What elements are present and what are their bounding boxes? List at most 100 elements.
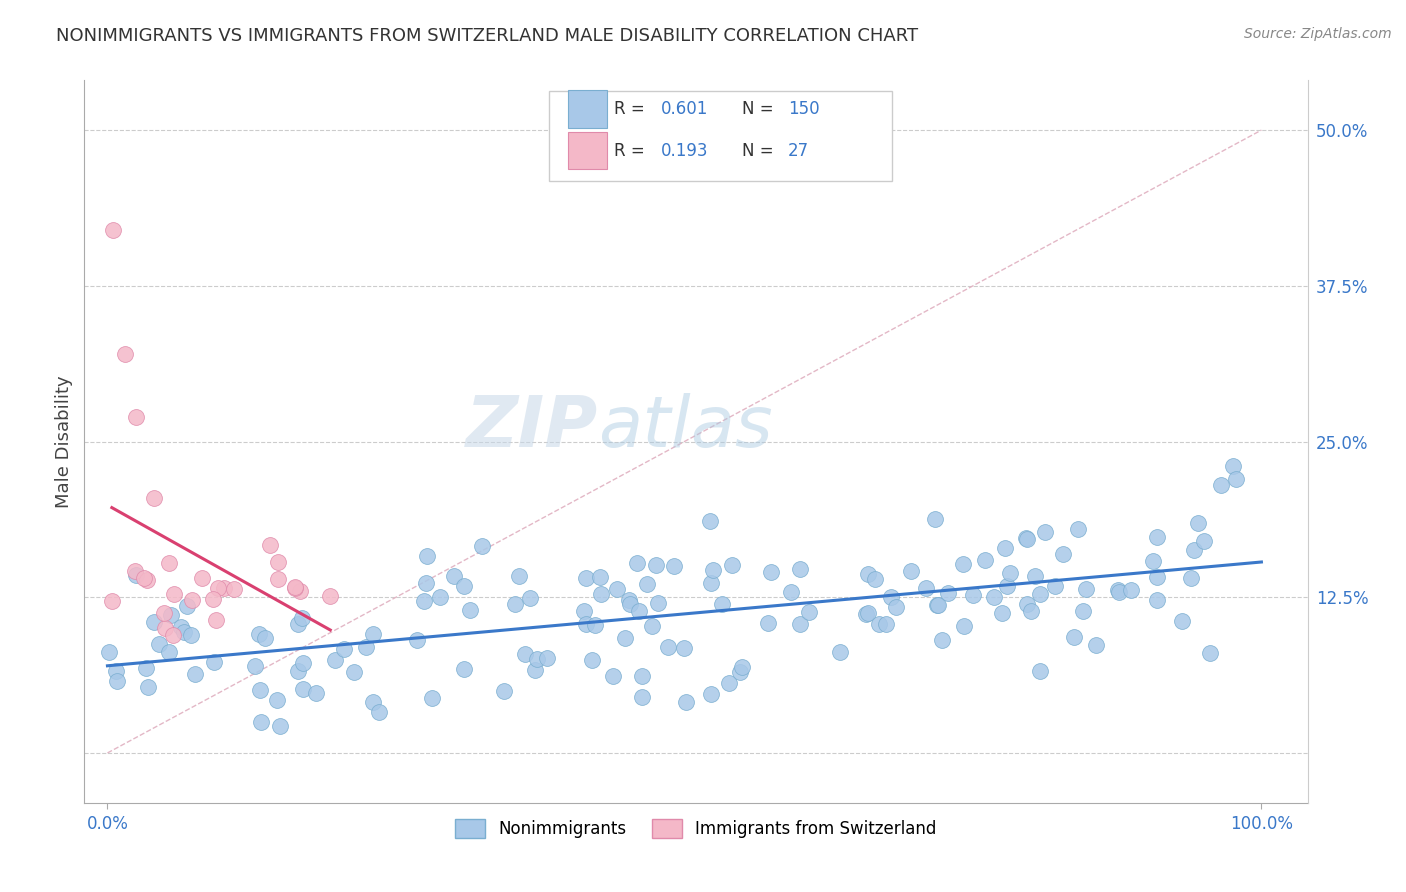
Point	[572, 605, 595, 619]
Point	[998, 566, 1021, 580]
Point	[627, 604, 650, 618]
Point	[1071, 603, 1094, 617]
Point	[153, 606, 176, 620]
Point	[1225, 472, 1247, 486]
Point	[170, 620, 193, 634]
Point	[952, 618, 974, 632]
Point	[354, 640, 377, 655]
Text: R =: R =	[614, 100, 650, 118]
Point	[875, 617, 897, 632]
Point	[645, 558, 668, 573]
Point	[1063, 630, 1085, 644]
Text: 0.193: 0.193	[661, 142, 709, 160]
Point	[789, 562, 811, 576]
Text: 0.601: 0.601	[661, 100, 707, 118]
Point	[1024, 569, 1046, 583]
Point	[1028, 587, 1050, 601]
Point	[1076, 582, 1098, 597]
Point	[443, 569, 465, 583]
Point	[700, 687, 723, 701]
Point	[429, 590, 451, 604]
Point	[1182, 542, 1205, 557]
Point	[160, 607, 183, 622]
Point	[927, 598, 949, 612]
Point	[176, 599, 198, 613]
Point	[1209, 478, 1232, 492]
Point	[675, 695, 697, 709]
Point	[884, 599, 907, 614]
Point	[222, 582, 245, 596]
Point	[513, 648, 536, 662]
Point	[292, 681, 315, 696]
Point	[780, 585, 803, 599]
Point	[136, 573, 159, 587]
Point	[636, 576, 658, 591]
Point	[630, 690, 652, 704]
Point	[1052, 547, 1074, 561]
Point	[602, 668, 624, 682]
Point	[207, 582, 229, 596]
Point	[631, 668, 654, 682]
Point	[997, 579, 1019, 593]
Point	[162, 587, 184, 601]
Point	[291, 656, 314, 670]
Point	[828, 644, 851, 658]
Point	[453, 578, 475, 592]
Point	[994, 541, 1017, 555]
Point	[259, 538, 281, 552]
Point	[471, 539, 494, 553]
Point	[142, 491, 165, 505]
Point	[699, 514, 721, 528]
Point	[212, 581, 235, 595]
Point	[124, 564, 146, 578]
Point	[290, 584, 312, 599]
Point	[105, 673, 128, 688]
Point	[157, 645, 180, 659]
Point	[588, 570, 610, 584]
Point	[619, 597, 641, 611]
Point	[915, 581, 938, 595]
Point	[458, 603, 481, 617]
Text: 27: 27	[787, 142, 808, 160]
Point	[1028, 664, 1050, 678]
Point	[267, 572, 290, 586]
Point	[184, 667, 207, 681]
Point	[333, 641, 356, 656]
Point	[1085, 638, 1108, 652]
Point	[1146, 593, 1168, 607]
Point	[104, 665, 127, 679]
Point	[606, 582, 628, 596]
Point	[731, 660, 754, 674]
Point	[287, 616, 309, 631]
Point	[319, 589, 342, 603]
Text: Source: ZipAtlas.com: Source: ZipAtlas.com	[1244, 27, 1392, 41]
Point	[1015, 531, 1038, 545]
Text: R =: R =	[614, 142, 650, 160]
Text: atlas: atlas	[598, 392, 773, 461]
Point	[153, 621, 176, 635]
Text: N =: N =	[742, 100, 779, 118]
Text: ZIP: ZIP	[465, 392, 598, 461]
Point	[1067, 522, 1090, 536]
Point	[254, 632, 277, 646]
Point	[135, 660, 157, 674]
Point	[269, 719, 291, 733]
Point	[1180, 571, 1202, 585]
Point	[717, 676, 740, 690]
Point	[855, 607, 877, 621]
Point	[990, 606, 1012, 620]
Point	[1017, 597, 1039, 611]
Point	[406, 633, 429, 648]
Text: NONIMMIGRANTS VS IMMIGRANTS FROM SWITZERLAND MALE DISABILITY CORRELATION CHART: NONIMMIGRANTS VS IMMIGRANTS FROM SWITZER…	[56, 27, 918, 45]
Point	[983, 590, 1005, 604]
Point	[927, 598, 949, 612]
Point	[420, 691, 443, 706]
Point	[673, 641, 696, 656]
Point	[249, 682, 271, 697]
Point	[575, 616, 598, 631]
Point	[589, 587, 612, 601]
Point	[581, 653, 603, 667]
Point	[138, 681, 160, 695]
Point	[526, 651, 548, 665]
Point	[880, 590, 903, 604]
